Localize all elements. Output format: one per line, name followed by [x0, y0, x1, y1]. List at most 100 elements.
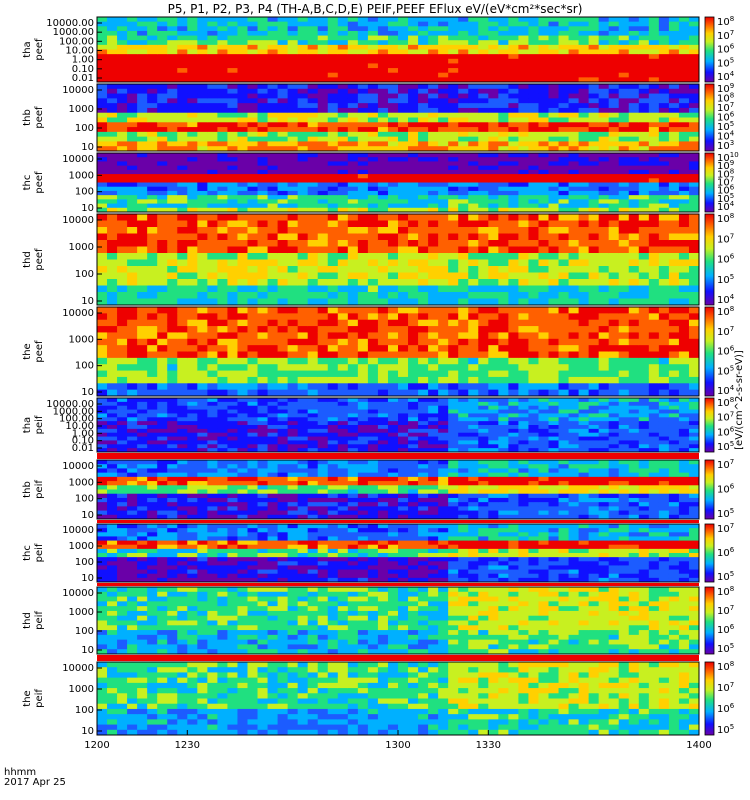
spectrogram-cell	[117, 409, 128, 414]
spectrogram-cell	[448, 266, 459, 273]
spectrogram-cell	[107, 98, 118, 104]
spectrogram-cell	[157, 207, 168, 213]
spectrogram-cell	[648, 207, 660, 213]
spectrogram-cell	[107, 319, 118, 327]
spectrogram-cell	[287, 357, 299, 365]
spectrogram-cell	[117, 203, 128, 209]
spectrogram-cell	[628, 117, 640, 123]
spectrogram-cell	[367, 398, 379, 403]
spectrogram-cell	[367, 389, 379, 397]
spectrogram-cell	[568, 141, 580, 147]
spectrogram-cell	[267, 357, 279, 365]
spectrogram-cell	[267, 313, 279, 321]
spectrogram-cell	[488, 376, 499, 384]
spectrogram-cell	[508, 68, 519, 74]
spectrogram-cell	[458, 383, 469, 391]
spectrogram-cell	[578, 428, 590, 434]
spectrogram-cell	[578, 30, 590, 37]
spectrogram-cell	[498, 54, 509, 60]
spectrogram-cell	[257, 364, 269, 372]
spectrogram-cell	[518, 307, 529, 314]
spectrogram-cell	[227, 364, 238, 372]
spectrogram-cell	[468, 49, 479, 55]
spectrogram-cell	[277, 178, 289, 183]
spectrogram-cell	[558, 169, 570, 175]
spectrogram-cell	[408, 272, 419, 280]
spectrogram-cell	[428, 54, 439, 60]
spectrogram-cell	[387, 44, 399, 50]
spectrogram-cell	[548, 326, 560, 333]
spectrogram-cell	[297, 405, 309, 411]
spectrogram-cell	[508, 448, 519, 453]
spectrogram-cell	[588, 357, 600, 365]
spectrogram-cell	[568, 240, 580, 247]
spectrogram-cell	[347, 292, 359, 299]
spectrogram-cell	[357, 401, 369, 407]
spectrogram-cell	[548, 207, 560, 213]
spectrogram-cell	[668, 190, 680, 196]
spectrogram-cell	[207, 326, 218, 333]
spectrogram-cell	[558, 98, 570, 104]
spectrogram-cell	[438, 338, 449, 346]
spectrogram-cell	[418, 417, 429, 422]
spectrogram-cell	[438, 298, 449, 306]
spectrogram-cell	[167, 401, 178, 407]
spectrogram-cell	[117, 428, 128, 434]
spectrogram-cell	[217, 351, 228, 359]
spectrogram-cell	[418, 26, 429, 32]
spectrogram-cell	[147, 417, 158, 422]
spectrogram-cell	[508, 98, 519, 104]
spectrogram-cell	[297, 35, 309, 41]
spectrogram-cell	[317, 220, 329, 228]
spectrogram-cell	[468, 112, 479, 118]
spectrogram-cell	[197, 182, 208, 188]
spectrogram-cell	[638, 112, 650, 118]
spectrogram-cell	[307, 421, 319, 426]
spectrogram-cell	[568, 203, 580, 209]
spectrogram-cell	[257, 178, 269, 183]
spectrogram-cell	[237, 398, 248, 403]
spectrogram-cell	[688, 77, 700, 83]
spectrogram-cell	[227, 117, 238, 123]
spectrogram-cell	[468, 131, 479, 138]
spectrogram-cell	[498, 146, 509, 152]
spectrogram-cell	[568, 272, 580, 280]
spectrogram-cell	[207, 440, 218, 445]
spectrogram-cell	[518, 98, 529, 104]
spectrogram-cell	[297, 77, 309, 83]
spectrogram-cell	[688, 127, 700, 133]
spectrogram-cell	[217, 220, 228, 228]
spectrogram-cell	[177, 122, 188, 128]
spectrogram-cell	[367, 174, 379, 179]
spectrogram-cell	[317, 157, 329, 162]
spectrogram-cell	[387, 440, 399, 445]
spectrogram-cell	[448, 146, 459, 152]
spectrogram-cell	[367, 30, 379, 37]
spectrogram-cell	[287, 35, 299, 41]
spectrogram-cell	[608, 351, 620, 359]
spectrogram-cell	[608, 190, 620, 196]
spectrogram-cell	[337, 214, 349, 221]
spectrogram-cell	[648, 440, 660, 445]
spectrogram-cell	[478, 448, 489, 453]
spectrogram-cell	[568, 207, 580, 213]
spectrogram-cell	[347, 428, 359, 434]
spectrogram-cell	[678, 17, 690, 23]
spectrogram-cell	[197, 58, 208, 64]
spectrogram-cell	[297, 199, 309, 205]
spectrogram-cell	[277, 157, 289, 162]
spectrogram-cell	[398, 30, 409, 37]
spectrogram-cell	[367, 432, 379, 438]
spectrogram-cell	[267, 30, 279, 37]
spectrogram-cell	[398, 413, 409, 418]
spectrogram-cell	[137, 195, 148, 200]
spectrogram-cell	[508, 436, 519, 441]
spectrogram-cell	[167, 122, 178, 128]
spectrogram-cell	[357, 186, 369, 192]
spectrogram-cell	[688, 146, 700, 152]
spectrogram-cell	[337, 117, 349, 123]
spectrogram-cell	[578, 136, 590, 142]
spectrogram-cell	[428, 370, 439, 378]
spectrogram-cell	[387, 72, 399, 78]
spectrogram-cell	[588, 84, 600, 90]
